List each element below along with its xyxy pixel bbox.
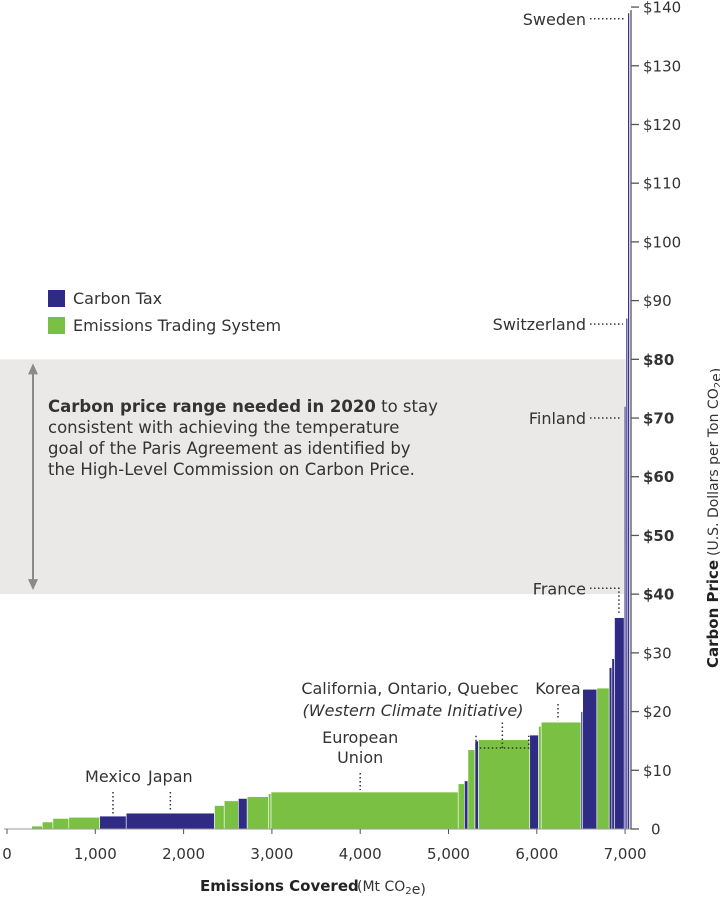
bar-segment-ets-19 <box>540 721 582 830</box>
y-tick-label: $110 <box>643 175 681 193</box>
x-tick-label: 1,000 <box>74 845 117 863</box>
bar-segment-ets-22 <box>596 687 610 830</box>
bar-segment-ets-14 <box>467 749 476 830</box>
y-tick-label: 0 <box>651 821 661 839</box>
legend-swatch-1 <box>48 317 65 334</box>
y-tick-label: $60 <box>643 468 674 486</box>
band-text-line-2: consistent with achieving the temperatur… <box>48 418 399 437</box>
annotation-finland-label: Finland <box>529 409 586 428</box>
y-tick-label: $20 <box>643 703 672 721</box>
x-axis-title: Emissions Covered <box>200 877 359 895</box>
y-tick-label: $40 <box>643 586 674 604</box>
y-tick-label: $50 <box>643 527 674 545</box>
x-tick-label: 4,000 <box>339 845 382 863</box>
annotation-france-label: France <box>533 579 586 598</box>
bar-segment-tax-23 <box>608 667 613 830</box>
bar-segment-tax-15 <box>474 740 479 830</box>
x-tick-label: 2,000 <box>162 845 205 863</box>
annotation-korea-label: Korea <box>535 679 580 698</box>
bar-segment-ets-6 <box>214 805 225 830</box>
bar-segment-ets-2 <box>52 818 70 830</box>
y-axis-unit: (U.S. Dollars per Ton CO2e) <box>706 368 720 556</box>
annotation-switzerland-label: Switzerland <box>493 315 586 334</box>
bar-segment-ets-1 <box>42 821 54 830</box>
x-tick-label: 0 <box>2 845 12 863</box>
y-tick-label: $80 <box>643 351 674 369</box>
bar-segment-tax-13 <box>464 780 469 830</box>
bar-segment-ets-16 <box>478 739 531 830</box>
band-text-line-4: the High-Level Commission on Carbon Pric… <box>48 460 415 479</box>
x-tick-label: 5,000 <box>427 845 470 863</box>
y-tick-label: $100 <box>643 233 681 251</box>
bar-segment-tax-17 <box>529 734 539 830</box>
band-text-line-3: goal of the Paris Agreement as identifie… <box>48 439 411 458</box>
bar-segment-tax-25 <box>614 617 625 830</box>
y-tick-label: $140 <box>643 0 681 17</box>
legend-label-0: Carbon Tax <box>73 289 162 308</box>
x-axis-unit: (Mt CO2e) <box>357 879 426 897</box>
bar-segment-ets-11 <box>270 791 459 830</box>
bar-segment-ets-7 <box>223 800 239 830</box>
bar-segment-tax-4 <box>99 815 127 830</box>
x-tick-label: 3,000 <box>250 845 293 863</box>
annotation-european-label: Union <box>337 748 383 767</box>
bar-segment-tax-5 <box>125 812 215 830</box>
annotation-japan-label: Japan <box>147 767 193 786</box>
y-tick-label: $30 <box>643 644 672 662</box>
y-tick-label: $90 <box>643 292 672 310</box>
bar-segment-tax-28 <box>627 12 630 830</box>
bar-segment-ets-3 <box>68 816 101 830</box>
legend-swatch-0 <box>48 290 65 307</box>
annotation-mexico-label: Mexico <box>85 767 141 786</box>
annotation-california-ontario-quebec-label: California, Ontario, Quebec <box>301 679 518 698</box>
bar-segment-tax-8 <box>238 798 248 830</box>
annotation-sweden-label: Sweden <box>523 10 586 29</box>
y-tick-label: $10 <box>643 762 672 780</box>
bar-segment-ets-9 <box>246 796 269 830</box>
x-tick-label: 6,000 <box>515 845 558 863</box>
bar-segment-tax-24 <box>611 658 615 830</box>
annotation-california-ontario-quebec-bracket <box>475 722 530 749</box>
bar-segment-tax-21 <box>582 688 598 830</box>
bar-segment-ets-10 <box>268 793 272 830</box>
band-arrow-up-icon <box>28 363 38 375</box>
y-tick-label: $120 <box>643 116 681 134</box>
bar-segment-ets-12 <box>457 783 465 830</box>
band-text-line-1: Carbon price range needed in 2020 to sta… <box>48 397 438 416</box>
annotation-france-leader <box>590 587 620 615</box>
y-tick-label: $70 <box>643 410 674 428</box>
annotation-california-ontario-quebec-sublabel: (Western Climate Initiative) <box>303 701 524 720</box>
y-axis-title: Carbon Price <box>704 560 720 668</box>
band-arrow-down-icon <box>28 579 38 591</box>
annotation-european-label: European <box>322 728 398 747</box>
y-axis-title-group: Carbon Price (U.S. Dollars per Ton CO2e) <box>704 368 720 668</box>
y-tick-label: $130 <box>643 57 681 75</box>
target-price-band <box>0 359 629 595</box>
x-tick-label: 7,000 <box>604 845 647 863</box>
legend-label-1: Emissions Trading System <box>73 316 281 335</box>
bar-segment-ets-18 <box>538 725 542 830</box>
